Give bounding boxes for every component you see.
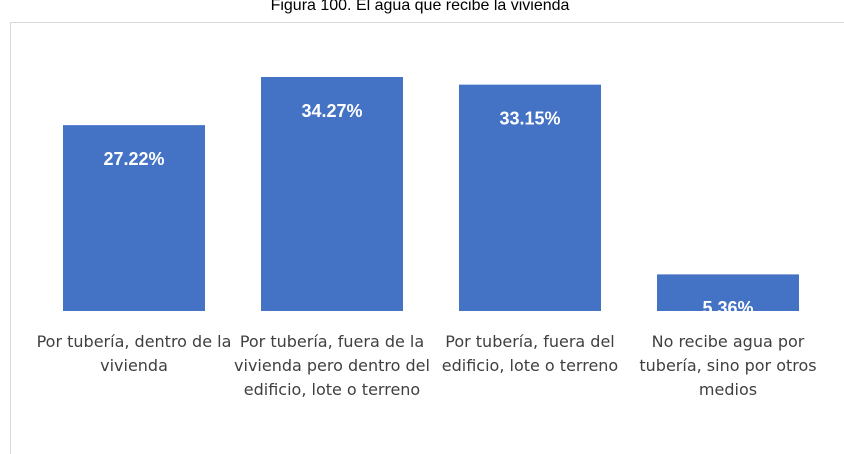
value-label: 34.27% [301, 101, 362, 121]
x-tick-label: Por tubería, fuera de la vivienda pero d… [234, 332, 430, 399]
bar [459, 84, 601, 311]
value-label: 33.15% [499, 108, 560, 128]
bar [261, 77, 403, 311]
bar [63, 125, 205, 312]
value-label: 5.36% [702, 298, 753, 318]
x-tick-label: Por tubería, fuera del edificio, lote o … [441, 332, 619, 375]
x-tick-label: Por tubería, dentro de la vivienda [36, 332, 232, 375]
value-label: 27.22% [103, 149, 164, 169]
bar [657, 274, 799, 311]
chart-title: Figura 100. El agua que recibe la vivien… [271, 0, 570, 14]
x-tick-label: No recibe agua por tubería, sino por otr… [639, 332, 817, 399]
